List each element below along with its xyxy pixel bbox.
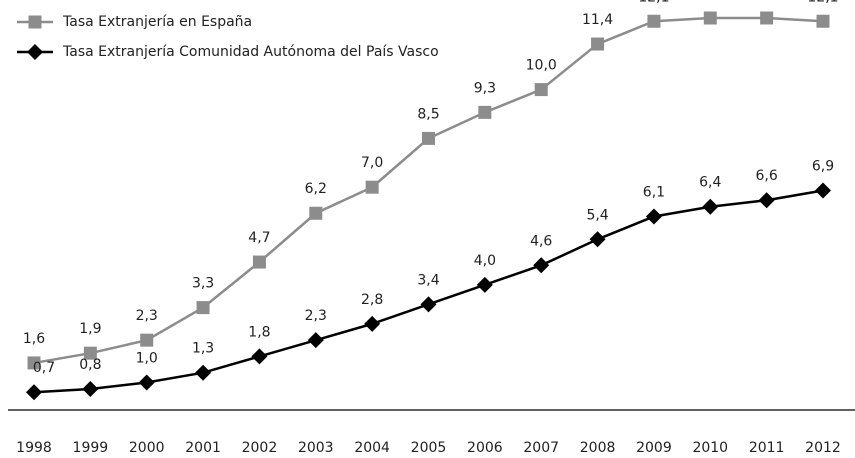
point [422, 131, 435, 145]
x-tick-label: 2011 [749, 440, 785, 456]
x-tick-label: 2009 [636, 440, 672, 456]
data-label: 3,4 [417, 272, 439, 288]
data-label: 0,7 [33, 360, 55, 376]
data-label: 10,0 [526, 58, 557, 74]
point [26, 384, 42, 401]
data-label: 2,8 [361, 292, 383, 308]
data-label: 12,1 [638, 0, 669, 5]
point [816, 14, 830, 28]
data-label: 11,4 [582, 12, 613, 28]
point [140, 333, 154, 347]
x-tick-label: 2005 [411, 440, 447, 456]
data-label: 6,4 [699, 175, 721, 191]
point [420, 296, 437, 313]
x-tick-label: 2007 [523, 440, 559, 456]
data-label: 1,3 [192, 341, 214, 357]
data-label: 4,0 [474, 253, 496, 269]
point [82, 380, 99, 397]
data-label: 6,6 [756, 168, 778, 184]
x-tick-label: 2002 [242, 440, 278, 456]
point [196, 301, 210, 315]
data-label: 12,2 [695, 0, 726, 2]
data-label: 6,9 [812, 158, 834, 174]
data-label: 1,9 [79, 321, 101, 337]
data-label: 6,1 [643, 185, 665, 201]
point [758, 192, 775, 209]
point [760, 11, 774, 25]
data-label: 5,4 [586, 207, 608, 223]
x-tick-label: 1998 [16, 440, 52, 456]
point [647, 14, 661, 28]
data-label: 3,3 [192, 276, 214, 292]
point [138, 374, 155, 391]
x-tick-label: 2003 [298, 440, 334, 456]
point [251, 348, 268, 365]
data-label: 2,3 [305, 308, 327, 324]
point [591, 37, 605, 51]
data-label: 4,6 [530, 233, 552, 249]
x-tick-label: 2010 [692, 440, 728, 456]
data-label: 12,2 [751, 0, 782, 2]
data-label: 1,0 [136, 350, 158, 366]
data-label: 7,0 [361, 155, 383, 171]
legend-label: Tasa Extranjería Comunidad Autónoma del … [62, 44, 439, 60]
legend-label: Tasa Extranjería en España [62, 14, 252, 30]
point [645, 208, 662, 225]
x-tick-label: 1999 [73, 440, 109, 456]
x-tick-label: 2001 [185, 440, 221, 456]
x-tick-label: 2000 [129, 440, 165, 456]
point [702, 198, 719, 215]
data-label: 4,7 [248, 230, 270, 246]
point [307, 332, 324, 349]
point [27, 356, 41, 370]
x-tick-label: 2008 [580, 440, 616, 456]
point [365, 180, 379, 194]
data-label: 12,1 [807, 0, 838, 5]
data-label: 1,8 [248, 324, 270, 340]
point [478, 105, 492, 119]
point [815, 182, 831, 199]
point [83, 346, 97, 360]
data-label: 1,6 [23, 331, 45, 347]
data-label: 8,5 [417, 106, 439, 122]
x-tick-label: 2012 [805, 440, 841, 456]
data-label: 0,8 [79, 357, 101, 373]
data-label: 9,3 [474, 80, 496, 96]
legend-marker [27, 44, 43, 60]
data-label: 6,2 [305, 181, 327, 197]
point [476, 276, 493, 293]
point [533, 257, 550, 274]
point [534, 83, 548, 97]
point [252, 255, 266, 269]
point [309, 206, 323, 220]
x-tick-label: 2004 [354, 440, 390, 456]
data-label: 2,3 [136, 308, 158, 324]
point [195, 364, 212, 381]
point [589, 231, 606, 248]
x-tick-label: 2006 [467, 440, 503, 456]
point [364, 315, 381, 332]
legend-marker [28, 15, 42, 29]
point [703, 11, 717, 25]
